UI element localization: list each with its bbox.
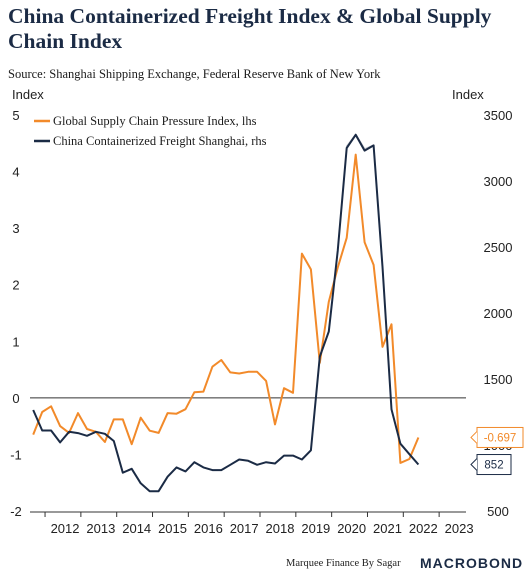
x-tick-label: 2012 — [51, 521, 80, 536]
left-tick-label: 3 — [12, 221, 19, 236]
right-tick-label: 1500 — [484, 372, 513, 387]
right-tick-label: 2000 — [484, 306, 513, 321]
left-tick-label: 4 — [12, 165, 19, 180]
ccfi-last-value: 852 — [484, 460, 503, 472]
chart-title: China Containerized Freight Index & Glob… — [8, 4, 492, 53]
ccfi-last-value-pointer — [470, 458, 478, 471]
left-tick-label: 1 — [12, 334, 19, 349]
right-axis-title: Index — [452, 87, 484, 102]
x-tick-label: 2022 — [409, 521, 438, 536]
macrobond-logo: MACROBOND — [420, 555, 524, 571]
left-axis-title: Index — [12, 87, 44, 102]
left-tick-label: -1 — [10, 447, 22, 462]
right-tick-label: 3000 — [484, 174, 513, 189]
x-tick-label: 2018 — [266, 521, 295, 536]
legend-label: China Containerized Freight Shanghai, rh… — [53, 134, 267, 148]
left-tick-label: 2 — [12, 278, 19, 293]
x-tick-label: 2015 — [158, 521, 187, 536]
gscpi-last-value: -0.697 — [484, 432, 517, 444]
right-tick-label: 500 — [487, 504, 509, 519]
legend-label: Global Supply Chain Pressure Index, lhs — [53, 114, 257, 128]
right-tick-label: 3500 — [484, 108, 513, 123]
left-tick-label: 0 — [12, 391, 19, 406]
left-tick-label: -2 — [10, 504, 22, 519]
gscpi-last-value-pointer — [470, 431, 478, 444]
ccfi-series-line — [32, 133, 420, 493]
x-tick-label: 2023 — [445, 521, 474, 536]
x-tick-label: 2019 — [301, 521, 330, 536]
footer-credit: Marquee Finance By Sagar — [286, 558, 401, 569]
x-tick-label: 2016 — [194, 521, 223, 536]
x-tick-label: 2021 — [373, 521, 402, 536]
right-tick-label: 2500 — [484, 240, 513, 255]
x-tick-label: 2017 — [230, 521, 259, 536]
x-tick-label: 2020 — [337, 521, 366, 536]
left-tick-label: 5 — [12, 108, 19, 123]
x-tick-label: 2013 — [86, 521, 115, 536]
chart-source: Source: Shanghai Shipping Exchange, Fede… — [8, 67, 381, 81]
x-tick-label: 2014 — [122, 521, 151, 536]
gscpi-series-line — [32, 153, 420, 464]
